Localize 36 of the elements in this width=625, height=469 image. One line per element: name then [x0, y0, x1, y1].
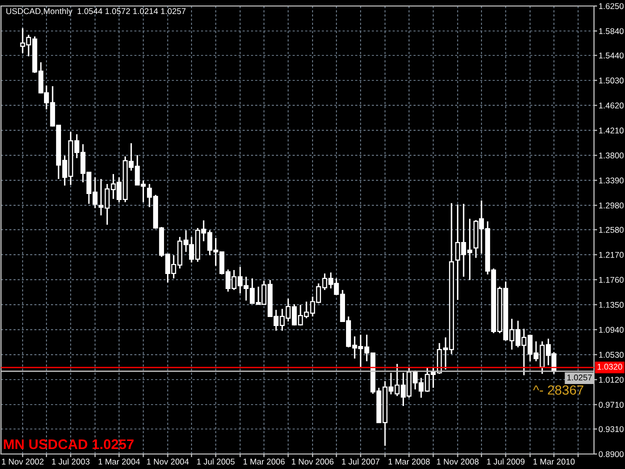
y-tick-label: 1.2980 — [599, 202, 624, 208]
annotation: MN USDCAD 1.0257 — [4, 439, 134, 450]
x-tick-label: 1 Nov 2008 — [436, 458, 479, 465]
y-tick-label: 1.3390 — [599, 178, 624, 184]
y-tick-label: 1.2580 — [599, 226, 624, 233]
y-tick-label: 1.5440 — [599, 52, 624, 58]
x-tick-label: 1 Mar 2006 — [244, 458, 285, 465]
x-tick-label: 1 Nov 2004 — [147, 458, 189, 465]
y-tick-label: 1.5840 — [599, 28, 624, 34]
y-tick-label: 0.9310 — [598, 426, 624, 432]
y-tick-label: 1.3800 — [599, 152, 624, 158]
ref-line-label: 1.0257 — [567, 374, 592, 380]
y-tick-label: 0.9710 — [598, 402, 624, 408]
x-tick-label: 1 Jul 2009 — [487, 458, 525, 465]
x-tick-label: 1 Jul 2007 — [342, 458, 380, 465]
ref-line-label: 1.0320 — [598, 364, 622, 370]
x-tick-label: 1 Mar 2010 — [533, 458, 575, 465]
x-tick-label: 1 Nov 2006 — [292, 458, 334, 465]
y-tick-label: 0.8900 — [598, 451, 624, 458]
y-tick-label: 1.2170 — [599, 252, 624, 258]
x-tick-label: 1 Jul 2005 — [197, 458, 235, 465]
y-tick-label: 1.4620 — [599, 102, 624, 108]
y-tick-label: 1.0940 — [599, 326, 624, 333]
x-tick-label: 1 Mar 2008 — [388, 458, 430, 465]
x-tick-label: 1 Nov 2002 — [2, 458, 44, 465]
y-tick-label: 1.4210 — [599, 128, 624, 134]
y-tick-label: 1.6250 — [599, 3, 624, 10]
y-tick-label: 1.1350 — [599, 302, 624, 308]
y-tick-label: 1.0530 — [599, 352, 624, 358]
y-tick-label: 1.0120 — [599, 376, 624, 383]
x-tick-label: 1 Jul 2003 — [52, 458, 90, 465]
y-tick-label: 1.1760 — [599, 276, 624, 283]
y-tick-label: 1.5030 — [599, 78, 624, 84]
annotation: ^- 28367 — [533, 385, 584, 395]
x-tick-label: 1 Mar 2004 — [98, 458, 140, 465]
chart-title: USDCAD,Monthly 1.0544 1.0572 1.0214 1.0257 — [6, 8, 186, 16]
